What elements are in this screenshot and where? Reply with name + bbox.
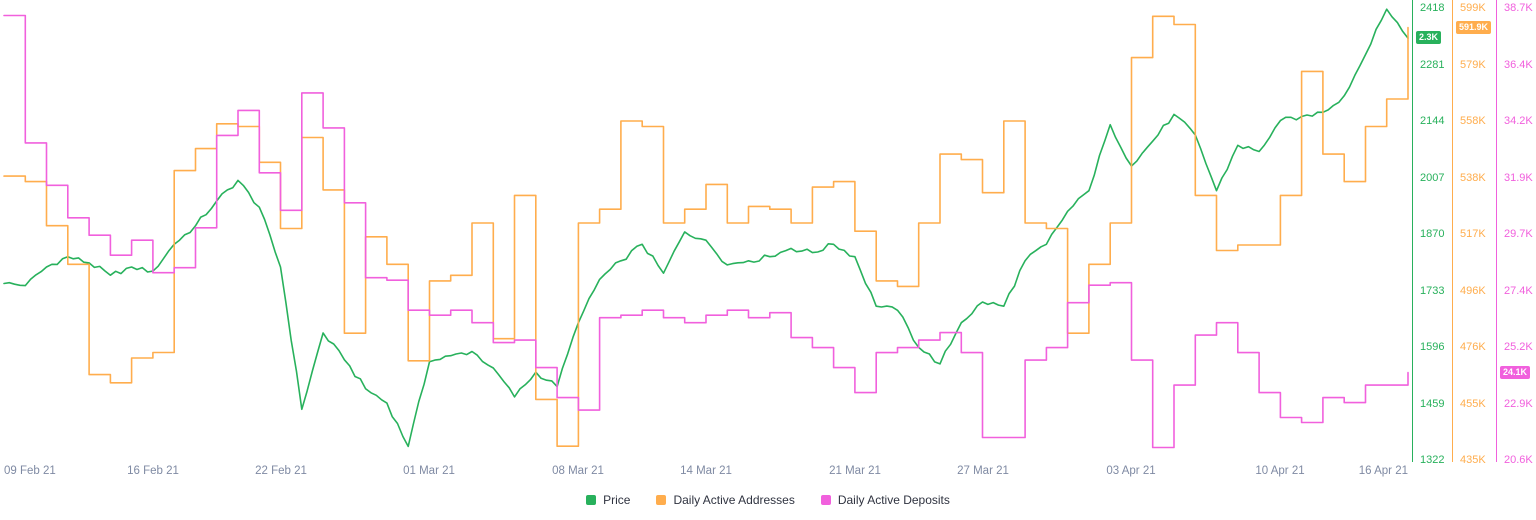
- legend-label-daily-active-addresses: Daily Active Addresses: [673, 493, 795, 507]
- x-tick-label: 03 Apr 21: [1106, 465, 1156, 477]
- last-value-badge: 591.9K: [1456, 21, 1492, 34]
- y-tick-label: 2418: [1420, 2, 1445, 14]
- y-axis-price: 2418 2281 2144 2007 1870 1733 1596 1459 1322 2.3K: [1412, 0, 1452, 466]
- y-tick-label: 599K: [1460, 2, 1486, 14]
- x-tick-label: 22 Feb 21: [255, 465, 307, 477]
- x-tick-label: 09 Feb 21: [4, 465, 56, 477]
- y-tick-label: 1733: [1420, 285, 1445, 297]
- legend-item-daily-active-deposits[interactable]: Daily Active Deposits: [820, 493, 950, 507]
- y-tick-label: 2144: [1420, 115, 1445, 127]
- addresses-legend-swatch-icon: [656, 495, 667, 505]
- legend-item-price[interactable]: Price: [586, 493, 630, 507]
- x-tick-label: 16 Apr 21: [1358, 465, 1408, 477]
- legend-item-daily-active-addresses[interactable]: Daily Active Addresses: [656, 493, 795, 507]
- y-tick-label: 558K: [1460, 115, 1486, 127]
- y-tick-label: 38.7K: [1504, 2, 1533, 14]
- price-legend-swatch-icon: [586, 495, 597, 505]
- y-axis-daily-active-deposits: 38.7K 36.4K 34.2K 31.9K 29.7K 27.4K 25.2K 22.9K…: [1496, 0, 1536, 466]
- y-tick-label: 36.4K: [1504, 59, 1533, 71]
- y-tick-label: 2007: [1420, 172, 1445, 184]
- legend-label-daily-active-deposits: Daily Active Deposits: [837, 493, 950, 507]
- y-tick-label: 435K: [1460, 454, 1486, 466]
- y-tick-label: 496K: [1460, 285, 1486, 297]
- y-tick-label: 1322: [1420, 454, 1445, 466]
- y-axis-daily-active-addresses: 599K 579K 558K 538K 517K 496K 476K 455K 435K 591.…: [1452, 0, 1496, 466]
- y-tick-label: 29.7K: [1504, 228, 1533, 240]
- x-tick-label: 10 Apr 21: [1255, 465, 1305, 477]
- last-value-badge: 2.3K: [1416, 31, 1442, 44]
- x-axis: 09 Feb 21 16 Feb 21 22 Feb 21 01 Mar 21 08 M…: [0, 462, 1412, 482]
- chart-row: 2418 2281 2144 2007 1870 1733 1596 1459 1322 2.3K…: [0, 0, 1536, 466]
- x-tick-label: 08 Mar 21: [552, 465, 604, 477]
- y-tick-label: 27.4K: [1504, 285, 1533, 297]
- y-tick-label: 1459: [1420, 398, 1445, 410]
- legend-label-price: Price: [603, 493, 631, 507]
- y-tick-label: 20.6K: [1504, 454, 1533, 466]
- y-tick-label: 579K: [1460, 59, 1486, 71]
- y-tick-label: 538K: [1460, 172, 1486, 184]
- y-tick-label: 2281: [1420, 59, 1445, 71]
- y-tick-label: 476K: [1460, 341, 1486, 353]
- y-tick-label: 31.9K: [1504, 172, 1533, 184]
- x-tick-label: 16 Feb 21: [127, 465, 179, 477]
- x-tick-label: 14 Mar 21: [680, 465, 732, 477]
- legend: Price Daily Active Addresses Daily Activ…: [0, 482, 1536, 518]
- deposits-legend-swatch-icon: [820, 495, 831, 505]
- y-tick-label: 1596: [1420, 341, 1445, 353]
- y-tick-label: 25.2K: [1504, 341, 1533, 353]
- x-tick-label: 21 Mar 21: [829, 465, 881, 477]
- y-tick-label: 1870: [1420, 228, 1445, 240]
- chart-plot[interactable]: [0, 0, 1412, 462]
- y-tick-label: 34.2K: [1504, 115, 1533, 127]
- last-value-badge: 24.1K: [1500, 366, 1531, 379]
- x-tick-label: 27 Mar 21: [957, 465, 1009, 477]
- chart-plot-svg: [3, 8, 1409, 449]
- y-tick-label: 517K: [1460, 228, 1486, 240]
- x-tick-label: 01 Mar 21: [403, 465, 455, 477]
- y-tick-label: 22.9K: [1504, 398, 1533, 410]
- y-tick-label: 455K: [1460, 398, 1486, 410]
